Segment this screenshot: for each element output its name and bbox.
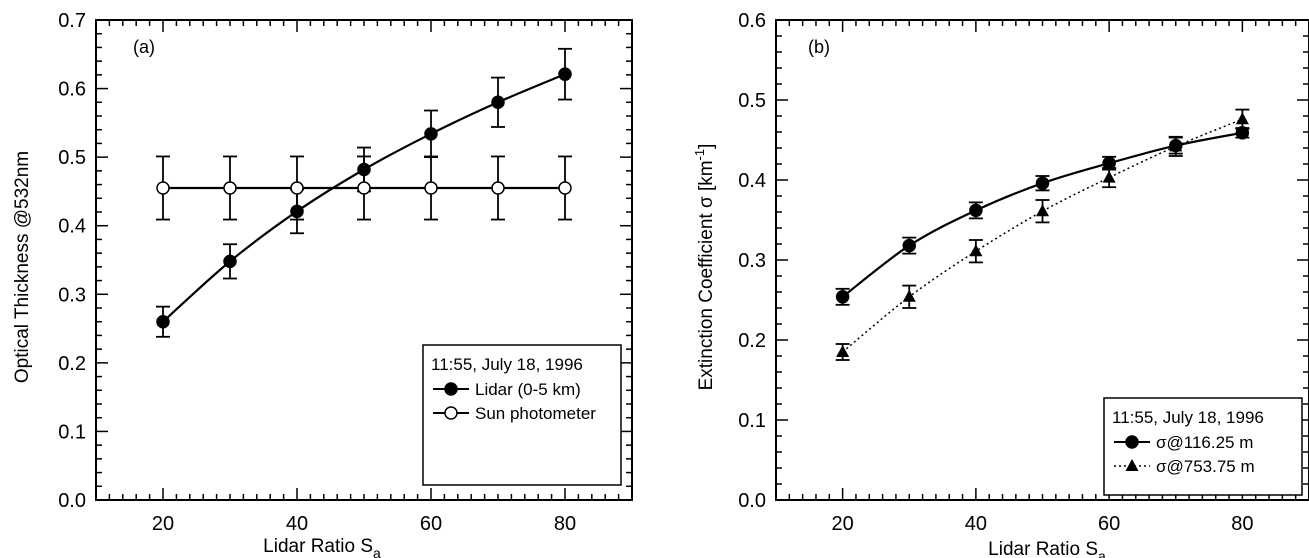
panel-a-legend-marker [444,406,458,420]
panel-a-data-point [491,181,505,195]
panel-a-legend-label: Sun photometer [475,404,596,423]
panel-a-data-point [424,127,438,141]
panel-a-legend-label: Lidar (0-5 km) [475,380,581,399]
panel-a-data-point [156,314,170,329]
panel-b-legend-title: 11:55, July 18, 1996 [1112,408,1264,427]
panel-b-y-tick-label: 0.3 [738,250,766,272]
panel-a-legend: 11:55, July 18, 1996 Lidar (0-5 km) Sun ph… [422,344,622,486]
panel-b-plot-frame [775,19,1309,501]
panel-b-legend-marker [1125,459,1139,471]
panel-b-legend-label: σ@753.75 m [1156,457,1255,476]
panel-a-x-tick-label: 80 [554,513,576,535]
panel-a-data-point [558,67,572,81]
panel-b-series-2 [835,108,1250,361]
panel-b-y-axis-title: Extinction Coefficient σ [km-1] [692,144,717,391]
panel-a-series [156,47,572,338]
panel-a-data-point [424,181,438,195]
panel-a-data-point [156,181,170,195]
panel-b: 20 40 60 80 0.0 0.1 0.2 0.3 0.4 0.5 0.6 (b) Lidar … [692,10,1309,558]
panel-a-y-axis-title: Optical Thickness @532nm [12,151,33,383]
panel-a-y-tick-label: 0.1 [58,421,86,443]
panel-b-label: (b) [808,37,830,57]
panel-b-legend-label: σ@116.25 m [1156,433,1253,452]
panel-b-data-point [1169,139,1183,152]
panel-b-x-tick-label: 60 [1098,513,1120,535]
panel-a-data-point [290,181,304,195]
panel-a-y-tick-label: 0.3 [58,284,86,306]
panel-a-y-tick-label: 0.4 [58,216,86,238]
panel-b-x-axis-title: Lidar Ratio Sa [988,539,1106,558]
panel-b-legend: 11:55, July 18, 1996 σ@116.25 m σ@753.75 m [1103,397,1303,496]
panel-a-y-tick-label: 0.0 [58,490,86,512]
panel-b-data-point [1102,170,1116,183]
panel-b-y-tick-label: 0.0 [738,490,766,512]
panel-a-y-tick-label: 0.5 [58,147,86,169]
panel-b-tick-labels: 20 40 60 80 0.0 0.1 0.2 0.3 0.4 0.5 0.6 [738,10,1253,535]
panel-b-data-point [902,238,916,253]
panel-b-x-tick-label: 20 [832,513,854,535]
panel-b-y-tick-label: 0.2 [738,330,766,352]
panel-a-x-tick-label: 20 [152,513,174,535]
panel-a-y-tick-label: 0.2 [58,353,86,375]
panel-b-data-point [1035,176,1050,190]
panel-b-legend-marker [1125,435,1139,449]
panel-a-series-2 [156,155,572,221]
panel-b-data-point [902,289,916,302]
panel-b-x-tick-label: 80 [1231,513,1253,535]
panel-a-data-point [223,181,237,195]
panel-a: 20 40 60 80 0.0 0.1 0.2 0.3 0.4 0.5 0.6 0.7 (a) Lid… [12,10,633,558]
panel-a-tick-labels: 20 40 60 80 0.0 0.1 0.2 0.3 0.4 0.5 0.6 0.7 [58,10,576,535]
panel-b-y-tick-label: 0.1 [738,410,766,432]
panel-b-y-tick-label: 0.6 [738,10,766,32]
panel-b-y-tick-label: 0.4 [738,170,766,192]
panel-b-data-point [969,203,983,218]
panel-b-series [835,108,1250,361]
panel-a-y-tick-label: 0.7 [58,10,86,32]
panel-b-data-point [835,290,850,304]
panel-a-x-tick-label: 60 [420,513,442,535]
panel-a-y-tick-label: 0.6 [58,79,86,101]
panel-b-data-point [969,244,983,257]
panel-b-y-tick-label: 0.5 [738,90,766,112]
panel-b-data-point [1036,204,1049,217]
panel-b-x-tick-label: 40 [965,513,987,535]
panel-a-plot-frame [95,19,633,501]
panel-a-data-point [491,95,505,110]
panel-a-data-point [357,181,371,195]
panel-a-data-point [223,254,237,269]
panel-a-x-axis-title: Lidar Ratio Sa [263,536,381,558]
panel-a-legend-marker [444,382,458,396]
panel-b-data-point [836,345,850,357]
panel-a-data-point [558,181,572,195]
panel-b-data-point [1235,112,1249,125]
panel-a-label: (a) [133,37,155,57]
panel-a-x-tick-label: 40 [286,513,308,535]
panel-a-legend-title: 11:55, July 18, 1996 [431,355,583,374]
